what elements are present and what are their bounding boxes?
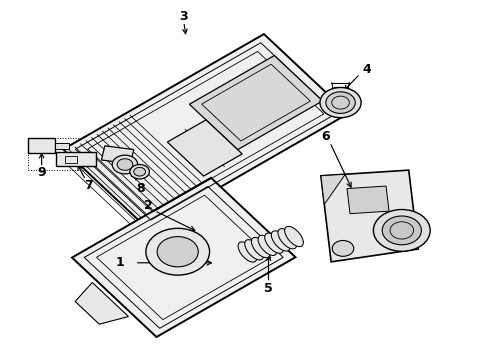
Polygon shape	[63, 34, 348, 229]
Polygon shape	[72, 178, 295, 337]
Text: 6: 6	[321, 130, 330, 143]
Polygon shape	[347, 186, 389, 214]
Polygon shape	[55, 143, 69, 149]
Ellipse shape	[251, 238, 270, 258]
Ellipse shape	[285, 226, 303, 247]
Text: 3: 3	[179, 10, 188, 23]
Ellipse shape	[278, 229, 297, 249]
Text: 1: 1	[116, 256, 124, 269]
Circle shape	[117, 159, 133, 170]
Circle shape	[320, 87, 361, 118]
Circle shape	[157, 237, 198, 267]
Text: 4: 4	[362, 63, 371, 76]
Text: 9: 9	[37, 166, 46, 179]
Text: 2: 2	[144, 199, 152, 212]
Polygon shape	[75, 283, 128, 324]
Polygon shape	[56, 152, 96, 166]
Circle shape	[112, 155, 138, 174]
Text: 7: 7	[84, 179, 93, 192]
Text: 5: 5	[264, 282, 273, 294]
Circle shape	[373, 210, 430, 251]
Circle shape	[332, 240, 354, 256]
Polygon shape	[168, 120, 242, 176]
Circle shape	[326, 92, 355, 113]
Circle shape	[146, 228, 210, 275]
Polygon shape	[321, 174, 345, 204]
Circle shape	[134, 167, 146, 176]
Ellipse shape	[245, 240, 264, 260]
Ellipse shape	[238, 242, 257, 262]
Polygon shape	[190, 55, 322, 150]
Ellipse shape	[265, 233, 283, 253]
Text: 8: 8	[136, 182, 145, 195]
Circle shape	[130, 165, 149, 179]
Ellipse shape	[271, 231, 290, 251]
Polygon shape	[28, 138, 55, 153]
Polygon shape	[101, 146, 134, 164]
Circle shape	[382, 216, 421, 245]
Ellipse shape	[258, 235, 277, 256]
Polygon shape	[321, 170, 418, 262]
